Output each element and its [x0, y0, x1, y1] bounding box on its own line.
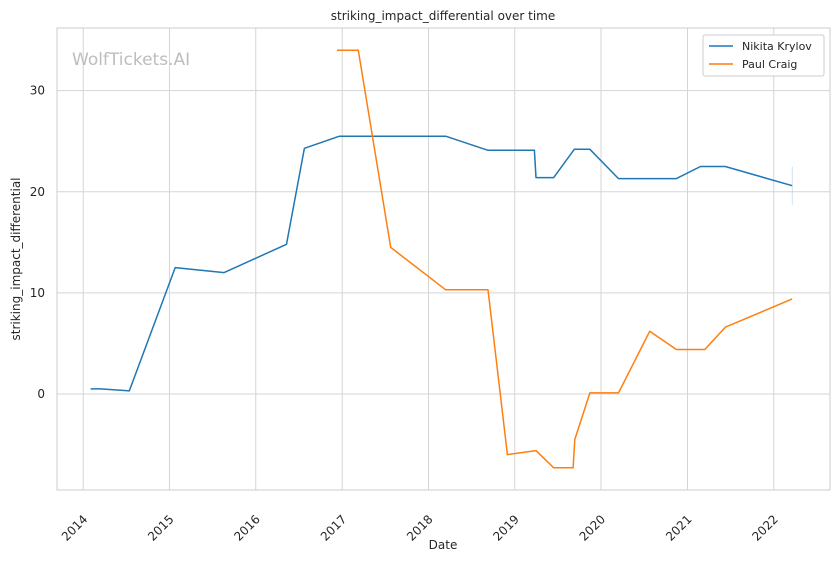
plot-background [57, 28, 830, 490]
chart-title: striking_impact_differential over time [331, 9, 556, 23]
x-tick-label: 2016 [231, 512, 262, 543]
legend-label-nikita-krylov: Nikita Krylov [742, 40, 812, 53]
x-tick-labels: 2014 2015 2016 2017 2018 2019 2020 2021 2022 [59, 512, 781, 543]
x-tick-label: 2015 [145, 512, 176, 543]
legend-label-paul-craig: Paul Craig [742, 58, 797, 71]
x-axis-title: Date [429, 538, 458, 552]
series-line-paul-craig [337, 49, 793, 469]
legend: Nikita Krylov Paul Craig [702, 34, 825, 77]
x-tick-label: 2014 [59, 512, 90, 543]
series-line-nikita-krylov [90, 135, 793, 392]
y-tick-label: 10 [30, 286, 45, 300]
y-tick-label: 20 [30, 185, 45, 199]
watermark: WolfTickets.AI [72, 50, 190, 70]
x-tick-label: 2021 [663, 512, 694, 543]
y-tick-label: 30 [30, 84, 45, 98]
x-tick-label: 2019 [490, 512, 521, 543]
legend-box [702, 34, 825, 77]
y-tick-labels: 0 10 20 30 [30, 84, 45, 401]
y-axis-title: striking_impact_differential [9, 177, 23, 340]
plot-frame [56, 27, 831, 491]
x-tick-label: 2017 [318, 512, 349, 543]
y-tick-label: 0 [37, 387, 45, 401]
series-layer [90, 49, 793, 469]
x-tick-label: 2022 [749, 512, 780, 543]
grid [57, 28, 830, 490]
x-tick-label: 2020 [577, 512, 608, 543]
